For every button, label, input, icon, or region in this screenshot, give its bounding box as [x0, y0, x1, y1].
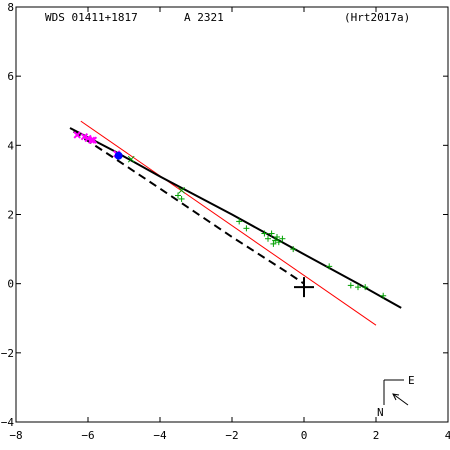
obs-magenta-cross	[87, 136, 96, 144]
discoverer-label: A 2321	[184, 11, 224, 24]
cross-b	[87, 136, 96, 144]
obs-green-plus	[178, 195, 185, 202]
linear-fit-line	[80, 120, 377, 326]
y-tick-label: 6	[7, 70, 14, 83]
obs-magenta-cross	[89, 136, 98, 144]
obs-green-plus	[380, 292, 387, 299]
cross-b	[178, 186, 185, 194]
obs-green-plus	[279, 235, 286, 242]
observations	[73, 131, 387, 299]
obs-blue-dot	[114, 151, 123, 160]
obs-green-plus	[362, 284, 369, 291]
obs-green-plus	[272, 237, 279, 244]
compass-north-label: N	[377, 406, 384, 419]
obs-green-plus	[274, 233, 280, 240]
obs-green-plus	[355, 284, 361, 291]
x-tick-label: 2	[373, 429, 380, 442]
motion-arrow-icon	[392, 393, 409, 406]
linear-fit	[80, 120, 377, 326]
star-label: WDS 01411+1817	[45, 11, 138, 24]
x-tick-label: −4	[153, 429, 167, 442]
obs-green-plus	[261, 230, 268, 237]
obs-green-plus	[265, 235, 271, 242]
compass-east-label: E	[408, 374, 415, 387]
compass: E N	[377, 374, 415, 419]
orbit-curves	[69, 127, 402, 309]
orbit-dashed	[73, 130, 305, 285]
y-tick-label: 8	[7, 1, 14, 14]
obs-green-plus	[243, 225, 250, 232]
primary-marker	[294, 277, 314, 298]
orbit-solid	[69, 127, 402, 309]
obs-magenta-cross	[73, 131, 81, 139]
x-tick-label: 4	[445, 429, 450, 442]
x-tick-label: −8	[9, 429, 22, 442]
tick-marks	[15, 6, 449, 423]
reference-label: (Hrt2017a)	[344, 11, 410, 24]
y-tick-label: 2	[7, 209, 14, 222]
obs-green-plus	[275, 239, 282, 246]
x-tick-label: 0	[301, 429, 308, 442]
y-tick-label: 0	[7, 278, 14, 291]
cross-b	[84, 134, 92, 143]
cross-b	[73, 131, 81, 139]
obs-green-cross	[127, 155, 135, 163]
y-tick-label: 4	[7, 139, 14, 152]
obs-green-plus	[268, 230, 275, 237]
motion-arrowhead-icon	[392, 393, 400, 401]
cross-b	[89, 136, 98, 144]
x-tick-label: −2	[225, 429, 238, 442]
y-tick-label: −2	[1, 347, 14, 360]
cross-b	[127, 155, 135, 163]
obs-green-plus	[326, 263, 333, 270]
obs-green-plus	[236, 218, 243, 225]
obs-green-plus	[175, 192, 181, 199]
y-tick-label: −4	[1, 416, 15, 429]
x-tick-label: −6	[81, 429, 94, 442]
obs-green-plus	[270, 240, 277, 247]
obs-green-cross	[178, 186, 185, 194]
tick-labels: −8 −6 −4 −2 0 2 4 −4 −2 0 2 4 6 8	[1, 1, 450, 442]
cross-b	[80, 132, 89, 141]
obs-green-plus	[290, 246, 297, 253]
obs-green-plus	[347, 282, 354, 289]
